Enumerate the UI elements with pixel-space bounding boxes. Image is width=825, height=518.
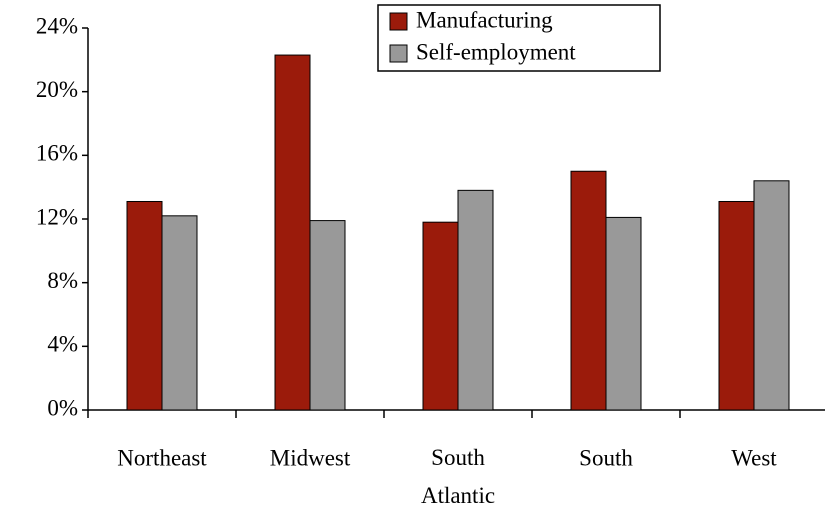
bar (161, 215, 198, 411)
x-tick-label: South Atlantic (421, 445, 495, 508)
bar (457, 189, 494, 411)
y-tick-label: 4% (47, 332, 78, 357)
bar (718, 200, 755, 411)
bar (126, 200, 163, 411)
bar (570, 170, 607, 411)
bar (274, 54, 311, 411)
x-tick-label: West (731, 445, 777, 470)
y-tick-label: 20% (36, 77, 78, 102)
y-tick-label: 0% (47, 395, 78, 420)
x-tick-label: Northeast (117, 445, 207, 470)
y-tick-label: 24% (36, 13, 78, 38)
y-tick-label: 8% (47, 268, 78, 293)
legend-swatch (389, 44, 408, 63)
bar (605, 216, 642, 411)
legend-label: Manufacturing (416, 7, 553, 32)
bar (422, 221, 459, 411)
y-tick-label: 16% (36, 141, 78, 166)
x-tick-label: Midwest (270, 445, 351, 470)
x-tick-label: South (579, 445, 633, 470)
legend-box (377, 4, 661, 72)
y-tick-label: 12% (36, 204, 78, 229)
bar (753, 180, 790, 411)
legend-swatch (389, 12, 408, 31)
legend-label: Self-employment (416, 39, 576, 64)
bar (309, 220, 346, 411)
